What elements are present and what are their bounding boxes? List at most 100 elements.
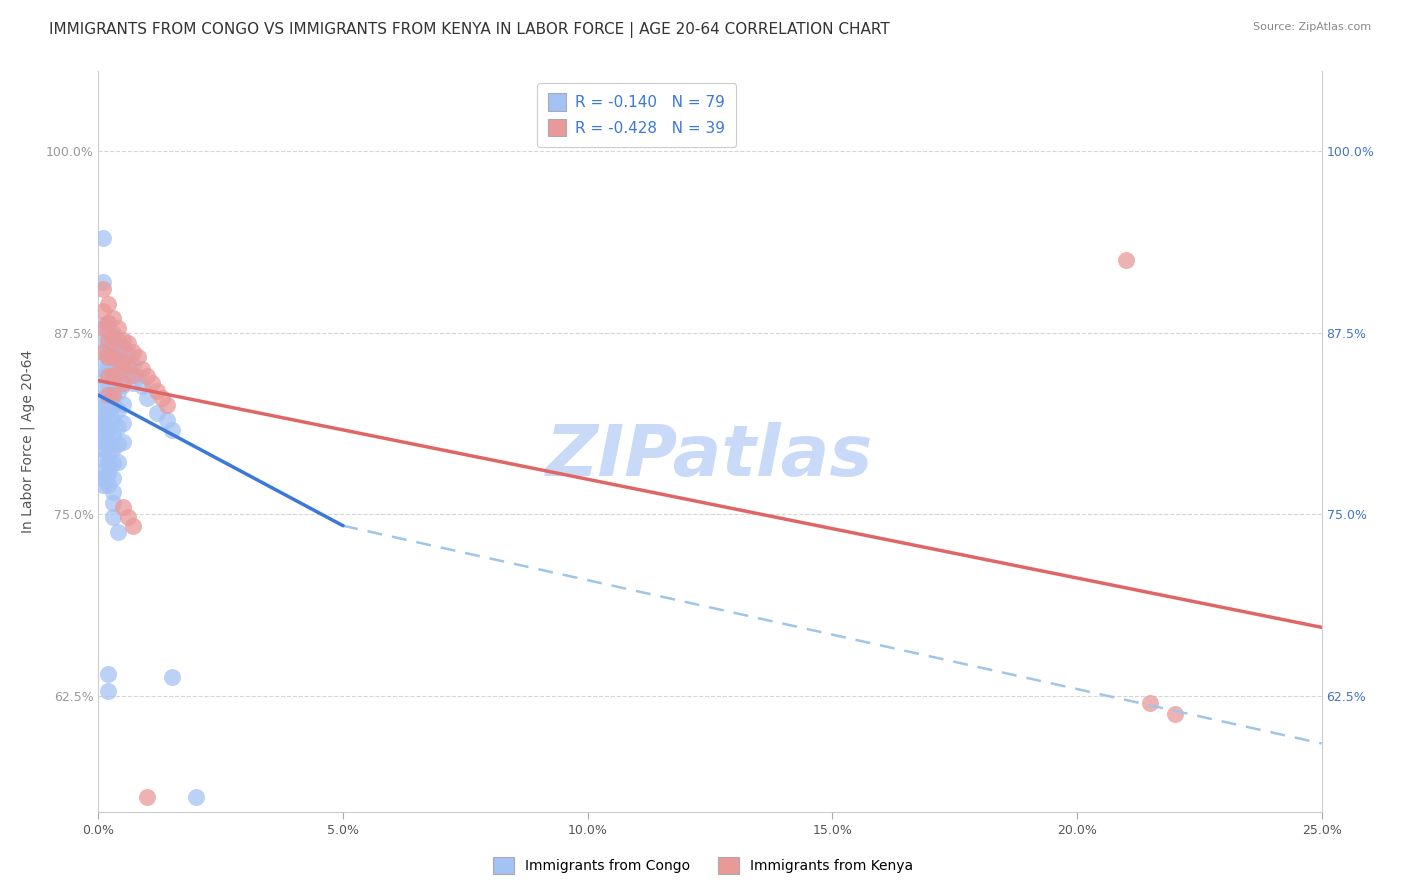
Point bbox=[101, 388, 124, 402]
Point bbox=[146, 384, 169, 398]
Point bbox=[101, 369, 124, 384]
Point bbox=[91, 304, 114, 318]
Point bbox=[117, 335, 139, 350]
Point bbox=[160, 670, 183, 684]
Point bbox=[101, 326, 124, 340]
Point bbox=[91, 420, 114, 434]
Point bbox=[136, 790, 159, 805]
Point bbox=[97, 666, 120, 681]
Y-axis label: In Labor Force | Age 20-64: In Labor Force | Age 20-64 bbox=[20, 350, 35, 533]
Point bbox=[97, 359, 120, 373]
Point bbox=[111, 397, 134, 411]
Point bbox=[156, 398, 179, 412]
Point bbox=[91, 318, 114, 333]
Point bbox=[107, 524, 129, 539]
Point bbox=[111, 378, 134, 392]
Point bbox=[91, 344, 114, 359]
Point bbox=[97, 413, 120, 427]
Point bbox=[97, 369, 120, 384]
Point bbox=[111, 434, 134, 449]
Text: ZIPatlas: ZIPatlas bbox=[547, 422, 873, 491]
Point bbox=[97, 684, 120, 698]
Legend: R = -0.140   N = 79, R = -0.428   N = 39: R = -0.140 N = 79, R = -0.428 N = 39 bbox=[537, 83, 737, 147]
Point bbox=[97, 316, 120, 330]
Point bbox=[117, 347, 139, 361]
Point bbox=[97, 296, 120, 310]
Point bbox=[97, 478, 120, 492]
Point bbox=[117, 365, 139, 379]
Point bbox=[107, 385, 129, 400]
Point bbox=[91, 452, 114, 467]
Point bbox=[1164, 707, 1187, 722]
Point bbox=[97, 351, 120, 365]
Point bbox=[127, 351, 149, 365]
Point bbox=[131, 379, 153, 393]
Point bbox=[101, 369, 124, 384]
Point bbox=[111, 354, 134, 368]
Point bbox=[107, 365, 129, 379]
Point bbox=[97, 456, 120, 470]
Point bbox=[97, 335, 120, 350]
Point bbox=[101, 311, 124, 326]
Point bbox=[107, 333, 129, 347]
Point bbox=[111, 416, 134, 430]
Point bbox=[97, 467, 120, 481]
Point bbox=[1115, 253, 1137, 268]
Point bbox=[150, 391, 173, 405]
Point bbox=[97, 391, 120, 405]
Text: Source: ZipAtlas.com: Source: ZipAtlas.com bbox=[1253, 22, 1371, 32]
Text: IMMIGRANTS FROM CONGO VS IMMIGRANTS FROM KENYA IN LABOR FORCE | AGE 20-64 CORREL: IMMIGRANTS FROM CONGO VS IMMIGRANTS FROM… bbox=[49, 22, 890, 38]
Point bbox=[97, 379, 120, 393]
Point bbox=[141, 376, 163, 391]
Point bbox=[156, 413, 179, 427]
Point bbox=[97, 434, 120, 449]
Point bbox=[101, 495, 124, 509]
Point bbox=[101, 413, 124, 427]
Point bbox=[91, 282, 114, 296]
Point bbox=[107, 368, 129, 382]
Point bbox=[91, 471, 114, 485]
Point bbox=[91, 405, 114, 419]
Point bbox=[121, 518, 143, 533]
Point bbox=[91, 369, 114, 384]
Point bbox=[136, 391, 159, 405]
Point bbox=[91, 434, 114, 449]
Point bbox=[91, 275, 114, 289]
Point bbox=[107, 402, 129, 417]
Point bbox=[127, 369, 149, 384]
Point bbox=[91, 321, 114, 335]
Point bbox=[107, 321, 129, 335]
Point bbox=[121, 368, 143, 382]
Point bbox=[97, 347, 120, 361]
Point bbox=[101, 442, 124, 456]
Point bbox=[91, 442, 114, 456]
Point bbox=[91, 347, 114, 361]
Point bbox=[91, 391, 114, 405]
Point bbox=[111, 376, 134, 391]
Point bbox=[91, 427, 114, 442]
Legend: Immigrants from Congo, Immigrants from Kenya: Immigrants from Congo, Immigrants from K… bbox=[486, 850, 920, 880]
Point bbox=[107, 420, 129, 434]
Point bbox=[1139, 696, 1161, 710]
Point bbox=[91, 231, 114, 245]
Point bbox=[91, 478, 114, 492]
Point bbox=[111, 333, 134, 347]
Point bbox=[117, 359, 139, 373]
Point bbox=[101, 471, 124, 485]
Point bbox=[97, 402, 120, 417]
Point bbox=[121, 358, 143, 372]
Point bbox=[107, 344, 129, 359]
Point bbox=[101, 351, 124, 365]
Point bbox=[121, 344, 143, 359]
Point bbox=[101, 510, 124, 524]
Point bbox=[101, 384, 124, 398]
Point bbox=[91, 333, 114, 347]
Point bbox=[101, 330, 124, 344]
Point bbox=[146, 405, 169, 419]
Point bbox=[107, 437, 129, 451]
Point bbox=[91, 379, 114, 393]
Point bbox=[101, 398, 124, 412]
Point bbox=[107, 455, 129, 469]
Point bbox=[111, 500, 134, 514]
Point bbox=[111, 359, 134, 373]
